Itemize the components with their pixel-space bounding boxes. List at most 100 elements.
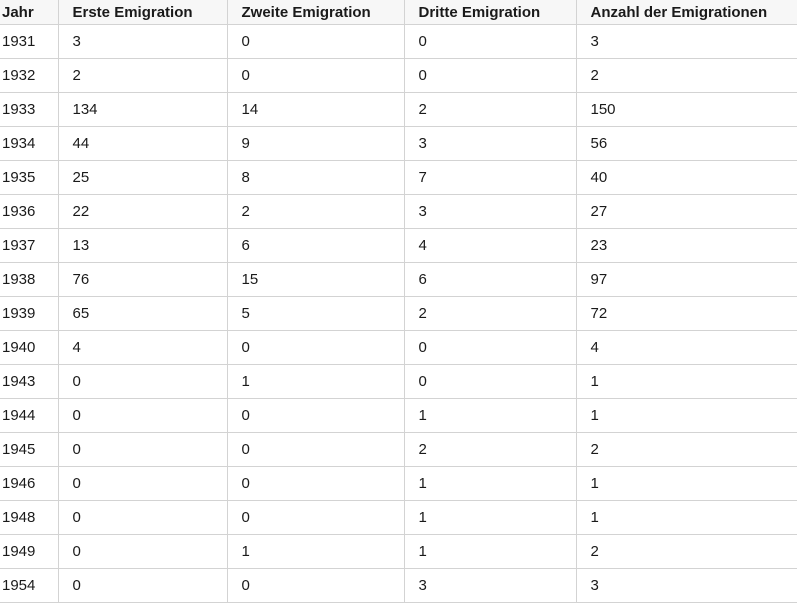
- cell-dritte-emigration: 0: [403, 24, 577, 59]
- cell-anzahl: 2: [575, 58, 797, 93]
- cell-dritte-emigration: 7: [403, 160, 577, 195]
- cell-anzahl: 2: [575, 432, 797, 467]
- cell-jahr: 1932: [0, 58, 59, 93]
- cell-erste-emigration: 134: [57, 92, 228, 127]
- table-row: 1931 3 0 0 3: [0, 24, 797, 59]
- table-row: 1954 0 0 3 3: [0, 568, 797, 603]
- cell-anzahl: 23: [575, 228, 797, 263]
- table-body: 1931 3 0 0 3 1932 2 0 0 2 1933 134 14 2 150 1934 44 9 3 56 1…: [0, 24, 797, 603]
- table-row: 1943 0 1 0 1: [0, 364, 797, 399]
- cell-anzahl: 56: [575, 126, 797, 161]
- cell-anzahl: 3: [575, 568, 797, 603]
- cell-erste-emigration: 44: [57, 126, 228, 161]
- table-row: 1936 22 2 3 27: [0, 194, 797, 229]
- cell-jahr: 1949: [0, 534, 59, 569]
- cell-erste-emigration: 4: [57, 330, 228, 365]
- cell-zweite-emigration: 0: [226, 432, 405, 467]
- table-row: 1945 0 0 2 2: [0, 432, 797, 467]
- cell-jahr: 1945: [0, 432, 59, 467]
- cell-anzahl: 1: [575, 466, 797, 501]
- header-zweite-emigration: Zweite Emigration: [226, 0, 405, 25]
- cell-zweite-emigration: 9: [226, 126, 405, 161]
- cell-zweite-emigration: 5: [226, 296, 405, 331]
- cell-dritte-emigration: 1: [403, 534, 577, 569]
- cell-jahr: 1954: [0, 568, 59, 603]
- cell-jahr: 1939: [0, 296, 59, 331]
- table-header: Jahr Erste Emigration Zweite Emigration …: [0, 0, 797, 25]
- table-row: 1949 0 1 1 2: [0, 534, 797, 569]
- table-row: 1937 13 6 4 23: [0, 228, 797, 263]
- cell-jahr: 1934: [0, 126, 59, 161]
- cell-erste-emigration: 0: [57, 398, 228, 433]
- cell-zweite-emigration: 0: [226, 330, 405, 365]
- cell-anzahl: 97: [575, 262, 797, 297]
- header-dritte-emigration: Dritte Emigration: [403, 0, 577, 25]
- cell-dritte-emigration: 1: [403, 500, 577, 535]
- cell-zweite-emigration: 15: [226, 262, 405, 297]
- cell-dritte-emigration: 3: [403, 126, 577, 161]
- table-row: 1932 2 0 0 2: [0, 58, 797, 93]
- cell-erste-emigration: 0: [57, 432, 228, 467]
- table-row: 1946 0 0 1 1: [0, 466, 797, 501]
- cell-anzahl: 1: [575, 500, 797, 535]
- cell-anzahl: 4: [575, 330, 797, 365]
- cell-jahr: 1943: [0, 364, 59, 399]
- header-anzahl-der-emigrationen: Anzahl der Emigrationen: [575, 0, 797, 25]
- cell-anzahl: 1: [575, 364, 797, 399]
- cell-jahr: 1937: [0, 228, 59, 263]
- cell-zweite-emigration: 2: [226, 194, 405, 229]
- cell-dritte-emigration: 6: [403, 262, 577, 297]
- cell-zweite-emigration: 0: [226, 58, 405, 93]
- cell-jahr: 1944: [0, 398, 59, 433]
- cell-anzahl: 72: [575, 296, 797, 331]
- cell-zweite-emigration: 0: [226, 398, 405, 433]
- cell-anzahl: 3: [575, 24, 797, 59]
- cell-anzahl: 27: [575, 194, 797, 229]
- cell-erste-emigration: 0: [57, 466, 228, 501]
- table-row: 1935 25 8 7 40: [0, 160, 797, 195]
- cell-jahr: 1935: [0, 160, 59, 195]
- cell-jahr: 1936: [0, 194, 59, 229]
- table-row: 1939 65 5 2 72: [0, 296, 797, 331]
- cell-anzahl: 150: [575, 92, 797, 127]
- cell-zweite-emigration: 0: [226, 466, 405, 501]
- header-row: Jahr Erste Emigration Zweite Emigration …: [0, 0, 797, 25]
- cell-anzahl: 2: [575, 534, 797, 569]
- cell-zweite-emigration: 0: [226, 24, 405, 59]
- cell-dritte-emigration: 2: [403, 92, 577, 127]
- cell-jahr: 1948: [0, 500, 59, 535]
- cell-erste-emigration: 3: [57, 24, 228, 59]
- cell-dritte-emigration: 2: [403, 296, 577, 331]
- header-jahr: Jahr: [0, 0, 59, 25]
- cell-erste-emigration: 0: [57, 568, 228, 603]
- cell-dritte-emigration: 3: [403, 194, 577, 229]
- cell-jahr: 1946: [0, 466, 59, 501]
- cell-erste-emigration: 0: [57, 534, 228, 569]
- table-row: 1948 0 0 1 1: [0, 500, 797, 535]
- cell-zweite-emigration: 1: [226, 534, 405, 569]
- cell-erste-emigration: 76: [57, 262, 228, 297]
- cell-erste-emigration: 0: [57, 364, 228, 399]
- cell-zweite-emigration: 8: [226, 160, 405, 195]
- cell-jahr: 1938: [0, 262, 59, 297]
- cell-dritte-emigration: 3: [403, 568, 577, 603]
- cell-anzahl: 40: [575, 160, 797, 195]
- table-row: 1944 0 0 1 1: [0, 398, 797, 433]
- cell-anzahl: 1: [575, 398, 797, 433]
- cell-erste-emigration: 25: [57, 160, 228, 195]
- cell-dritte-emigration: 1: [403, 466, 577, 501]
- cell-zweite-emigration: 0: [226, 500, 405, 535]
- table-row: 1934 44 9 3 56: [0, 126, 797, 161]
- cell-jahr: 1933: [0, 92, 59, 127]
- cell-erste-emigration: 65: [57, 296, 228, 331]
- header-erste-emigration: Erste Emigration: [57, 0, 228, 25]
- cell-zweite-emigration: 14: [226, 92, 405, 127]
- table-row: 1933 134 14 2 150: [0, 92, 797, 127]
- cell-erste-emigration: 22: [57, 194, 228, 229]
- cell-erste-emigration: 13: [57, 228, 228, 263]
- cell-erste-emigration: 2: [57, 58, 228, 93]
- cell-dritte-emigration: 2: [403, 432, 577, 467]
- cell-dritte-emigration: 0: [403, 364, 577, 399]
- cell-zweite-emigration: 6: [226, 228, 405, 263]
